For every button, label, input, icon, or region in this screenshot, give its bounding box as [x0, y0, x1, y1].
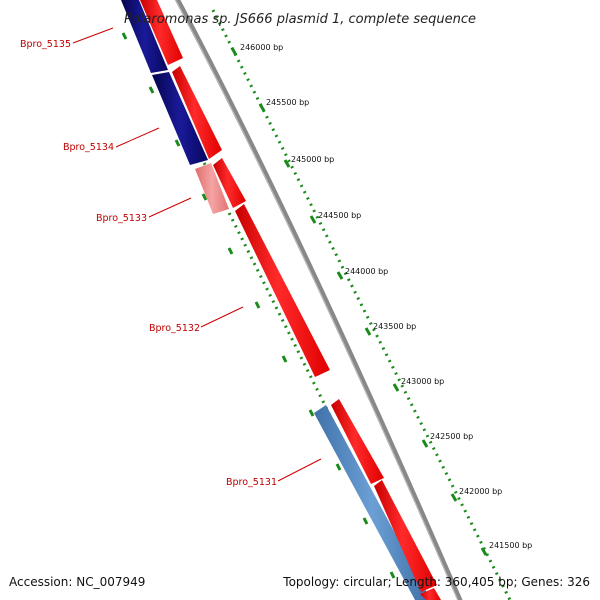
tick-label: 244500 bp — [318, 211, 361, 220]
gene-forward-5[interactable] — [331, 399, 384, 484]
tick-label: 245500 bp — [266, 98, 309, 107]
tick-label: 241500 bp — [489, 541, 532, 550]
gene-leader-lines — [72, 27, 322, 482]
gene-forward-7[interactable] — [420, 588, 441, 600]
tick-label: 243500 bp — [373, 322, 416, 331]
gene-forward-top[interactable] — [140, 0, 183, 65]
gene-label-bpro-5132[interactable]: Bpro_5132 — [149, 323, 200, 334]
gene-5131-reverse[interactable] — [314, 405, 431, 600]
backbone-ring — [174, 0, 463, 600]
tick-label: 242000 bp — [459, 487, 502, 496]
gene-label-bpro-5135[interactable]: Bpro_5135 — [20, 39, 71, 50]
outer-ruler-major-ticks — [230, 47, 488, 556]
gene-5135-reverse[interactable] — [121, 0, 168, 73]
tick-label: 243000 bp — [401, 377, 444, 386]
tick-label: 242500 bp — [430, 432, 473, 441]
gene-5133-reverse[interactable] — [195, 163, 229, 214]
accession-label: Accession: NC_007949 — [9, 575, 145, 589]
gene-label-bpro-5134[interactable]: Bpro_5134 — [63, 142, 114, 153]
tick-label: 245000 bp — [291, 155, 334, 164]
tick-label: 244000 bp — [345, 267, 388, 276]
inner-ruler-major-ticks — [121, 32, 396, 579]
topology-stats: Topology: circular; Length: 360,405 bp; … — [282, 575, 590, 589]
gene-label-bpro-5131[interactable]: Bpro_5131 — [226, 477, 277, 488]
gene-forward-6[interactable] — [374, 480, 437, 592]
tick-label: 246000 bp — [240, 43, 283, 52]
gene-forward-3[interactable] — [213, 158, 246, 208]
gene-forward-2[interactable] — [172, 66, 222, 159]
gene-5134-reverse[interactable] — [152, 72, 208, 165]
map-title: Polaromonas sp. JS666 plasmid 1, complet… — [124, 12, 476, 27]
gene-label-bpro-5133[interactable]: Bpro_5133 — [96, 213, 147, 224]
outer-ruler — [211, 9, 512, 600]
gene-5132-forward[interactable] — [235, 204, 330, 377]
